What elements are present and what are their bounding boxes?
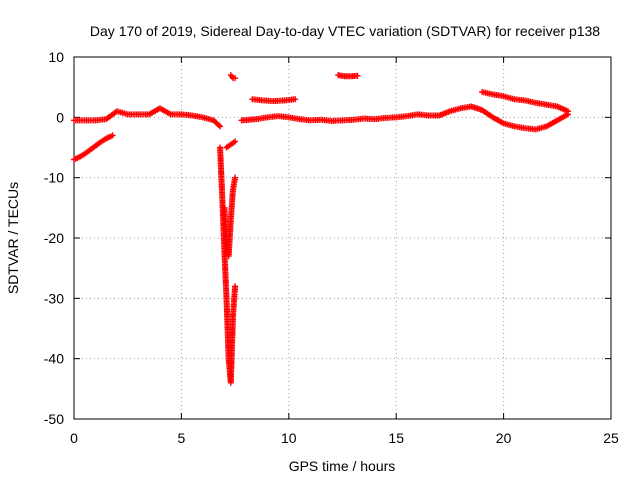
x-tick-label: 5 [178,430,186,446]
segment-upper-segment-8.5h [249,96,299,105]
segment-early-lower-branch [71,132,116,163]
segment-dip-recovery [221,174,239,260]
y-tick-label: -50 [44,411,64,427]
segment-upper-segment-12.5h [335,72,361,80]
y-tick-label: -10 [44,170,64,186]
x-tick-label: 25 [603,430,619,446]
x-tick-label: 15 [388,430,404,446]
chart-title: Day 170 of 2019, Sidereal Day-to-day VTE… [90,23,600,39]
data-point [232,138,239,145]
axis-ticks [73,56,612,420]
segment-short-segment-7h [223,138,239,151]
y-tick-label: -40 [44,351,64,367]
segment-spike-7.4h [227,72,239,82]
data-point [232,283,239,290]
x-tick-labels: 0 5 10 15 20 25 [70,430,619,446]
x-tick-label: 10 [281,430,297,446]
x-tick-label: 20 [496,430,512,446]
x-tick-label: 0 [70,430,78,446]
data-series-sdtvar [71,72,572,386]
x-axis-label: GPS time / hours [289,458,396,474]
data-point [292,96,299,103]
segment-mid-day-base [238,103,572,133]
y-tick-label: -20 [44,230,64,246]
y-tick-label: 0 [56,109,64,125]
segment-late-upper-arc [479,88,572,115]
y-axis-label: SDTVAR / TECUs [5,182,21,294]
data-point [109,132,116,139]
data-point [354,72,361,79]
y-tick-label: -30 [44,290,64,306]
data-point [232,75,239,82]
y-tick-labels: -50 -40 -30 -20 -10 0 10 [44,49,64,427]
segment-early-upper-branch [71,105,224,130]
data-point [565,108,572,115]
segment-dip-segment [217,144,239,386]
y-tick-label: 10 [48,49,64,65]
data-point [217,123,224,130]
data-point [215,122,222,129]
data-point [232,174,239,181]
